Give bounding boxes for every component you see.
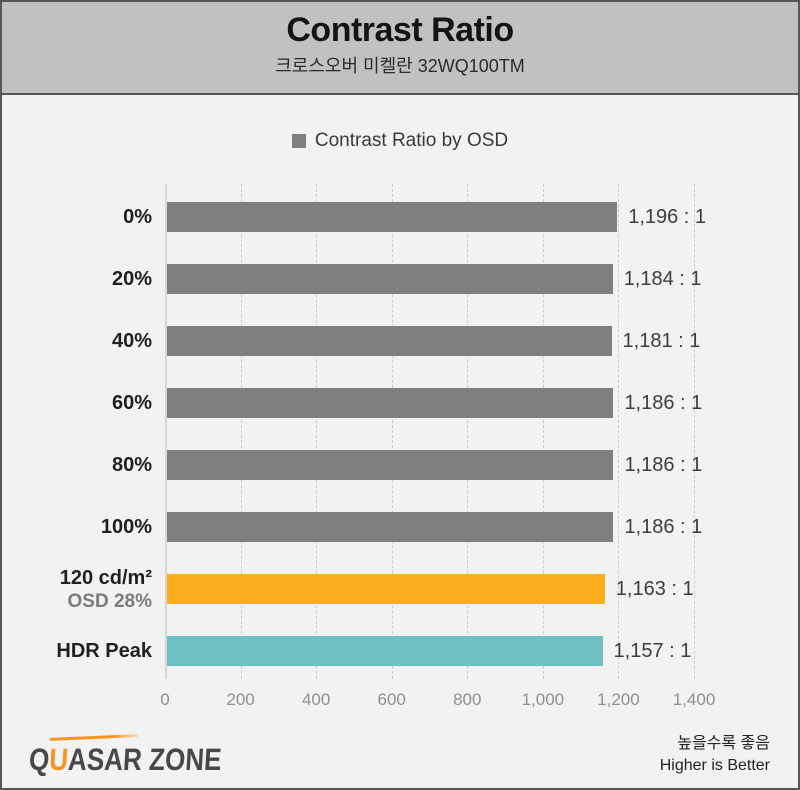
bar-value-label: 1,196 : 1 [628,205,707,228]
bar [167,202,618,232]
gridline [316,184,318,679]
y-axis-line [165,184,167,679]
logo-swoosh-icon [49,734,139,741]
category-label: HDR Peak [56,640,152,662]
gridline [467,184,469,679]
bar [167,450,614,480]
bar [167,636,603,666]
legend-swatch-icon [291,134,306,148]
gridline [542,184,544,679]
higher-is-better-note: 높을수록 좋음 Higher is Better [660,733,770,777]
category-row: HDR Peak [2,620,158,682]
x-tick-label: 1,200 [597,690,640,709]
plot-area: 1,196 : 1 1,184 : 1 1,181 : 1 1,186 : 1 … [167,186,706,682]
bar-row: 1,186 : 1 [167,496,702,558]
x-tick-label: 400 [301,690,331,709]
bar-value-label: 1,186 : 1 [624,515,703,538]
bar-value-label: 1,186 : 1 [624,453,703,476]
category-label: 100% [100,516,152,538]
bar [167,264,613,294]
plot-grid [165,184,695,679]
note-korean: 높을수록 좋음 [677,735,770,752]
bar [167,512,614,542]
category-label: 40% [111,330,152,352]
x-tick-label: 800 [453,690,482,709]
page-title: Contrast Ratio [286,11,514,49]
bar-value-label: 1,184 : 1 [623,267,702,290]
legend: Contrast Ratio by OSD [2,130,798,152]
category-label: 80% [111,454,152,476]
logo-text: QUASAR ZONE [28,742,223,777]
gridline [240,184,242,679]
gridline [391,184,393,679]
gridline [693,184,695,679]
category-label: 20% [111,268,152,290]
bar-value-label: 1,163 : 1 [615,577,694,600]
category-row: 40% [2,310,158,372]
x-tick-label: 0 [160,690,170,709]
category-label: 60% [111,392,152,414]
bar-row: 1,196 : 1 [167,186,706,248]
page-subtitle: 크로스오버 미켈란 32WQ100TM [275,56,525,76]
x-tick-label: 600 [377,690,406,709]
header: Contrast Ratio 크로스오버 미켈란 32WQ100TM [2,2,798,95]
bar-row: 1,157 : 1 [167,620,694,682]
legend-label: Contrast Ratio by OSD [314,130,509,151]
category-label: 120 cd/m² [59,566,152,589]
x-tick-label: 1,400 [672,690,716,709]
bar-row: 1,163 : 1 [167,558,694,620]
bar [167,574,605,604]
bar-value-label: 1,157 : 1 [613,639,692,662]
bar-value-label: 1,181 : 1 [622,329,701,352]
bar [167,388,614,418]
x-axis: 0 200 400 600 800 1,000 1,200 1,400 [160,690,715,710]
category-row: 80% [2,434,158,496]
gridline [618,184,620,679]
bar-row: 1,184 : 1 [167,248,702,310]
category-label: 0% [123,206,152,228]
bar-row: 1,186 : 1 [167,372,702,434]
category-row: 100% [2,496,158,558]
category-row: 0% [2,186,158,248]
bar [167,326,612,356]
x-tick-label: 200 [226,690,255,709]
category-row: 60% [2,372,158,434]
category-axis: 0% 20% 40% 60% 80% 100% 120 cd/m² OSD 28… [2,186,158,682]
quasarzone-logo: QUASAR ZONE [28,734,257,777]
bar-row: 1,186 : 1 [167,434,702,496]
bar-row: 1,181 : 1 [167,310,700,372]
bar-value-label: 1,186 : 1 [624,391,703,414]
category-sublabel: OSD 28% [67,590,152,612]
category-row: 20% [2,248,158,310]
category-row: 120 cd/m² OSD 28% [2,558,158,620]
x-tick-label: 1,000 [521,690,565,709]
note-english: Higher is Better [659,757,770,774]
